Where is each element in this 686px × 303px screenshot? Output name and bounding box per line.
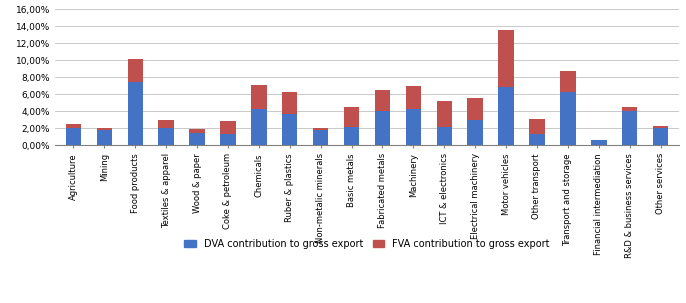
Bar — [97, 128, 112, 130]
Bar — [405, 109, 421, 145]
Bar — [560, 92, 576, 145]
Bar — [220, 134, 236, 145]
Bar — [313, 128, 329, 130]
Bar — [282, 92, 298, 114]
Bar — [189, 133, 204, 145]
Bar — [158, 120, 174, 128]
Bar — [405, 86, 421, 109]
Bar — [560, 71, 576, 92]
Bar — [591, 140, 606, 145]
Bar — [622, 111, 637, 145]
Bar — [375, 111, 390, 145]
Bar — [158, 128, 174, 145]
Bar — [344, 107, 359, 127]
Bar — [128, 82, 143, 145]
Bar — [436, 127, 452, 145]
Bar — [530, 119, 545, 134]
Bar — [313, 130, 329, 145]
Bar — [498, 30, 514, 88]
Bar — [344, 127, 359, 145]
Bar — [498, 88, 514, 145]
Bar — [530, 134, 545, 145]
Bar — [653, 128, 668, 145]
Bar — [66, 124, 81, 128]
Bar — [653, 126, 668, 128]
Bar — [282, 114, 298, 145]
Bar — [128, 59, 143, 82]
Bar — [622, 107, 637, 111]
Bar — [189, 129, 204, 133]
Bar — [66, 128, 81, 145]
Bar — [251, 85, 267, 109]
Bar — [436, 101, 452, 127]
Bar — [251, 109, 267, 145]
Bar — [220, 121, 236, 134]
Legend: DVA contribution to gross export, FVA contribution to gross export: DVA contribution to gross export, FVA co… — [180, 235, 554, 253]
Bar — [97, 130, 112, 145]
Bar — [375, 90, 390, 111]
Bar — [467, 98, 483, 120]
Bar — [467, 120, 483, 145]
